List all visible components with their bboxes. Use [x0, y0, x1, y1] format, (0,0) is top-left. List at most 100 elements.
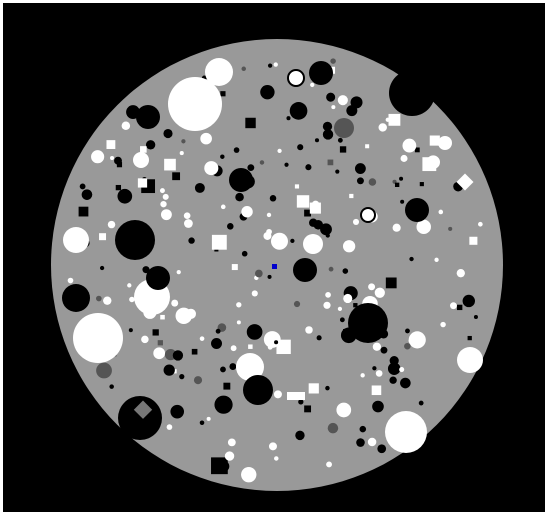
inclusion — [399, 176, 404, 181]
inclusion — [96, 362, 112, 379]
inclusion — [304, 405, 312, 413]
inclusion — [394, 182, 400, 187]
void — [326, 461, 332, 468]
inclusion — [245, 117, 256, 129]
inclusion — [172, 350, 184, 361]
inclusion — [227, 223, 234, 230]
inclusion — [368, 178, 377, 186]
void — [110, 156, 115, 161]
void — [153, 347, 166, 360]
void — [360, 373, 365, 378]
inclusion — [295, 430, 305, 441]
void — [469, 236, 478, 245]
void — [220, 204, 226, 210]
inclusion — [267, 274, 272, 279]
void — [365, 144, 370, 149]
void — [388, 113, 401, 126]
void — [367, 437, 377, 447]
void — [336, 402, 352, 418]
inclusion — [146, 266, 170, 290]
void — [375, 370, 383, 377]
inclusion — [353, 303, 358, 308]
void — [164, 158, 176, 171]
void — [241, 206, 253, 218]
void — [184, 219, 193, 228]
inclusion — [78, 206, 89, 217]
inclusion — [304, 209, 312, 217]
void — [273, 62, 278, 67]
void — [457, 347, 483, 373]
inclusion — [109, 384, 114, 389]
inclusion — [223, 382, 231, 390]
inclusion — [409, 256, 414, 262]
inclusion — [79, 183, 86, 190]
inclusion — [115, 184, 122, 191]
void — [309, 202, 321, 214]
inclusion — [116, 162, 123, 168]
inclusion — [405, 198, 429, 222]
void — [236, 302, 242, 308]
void — [205, 58, 233, 86]
void — [422, 157, 437, 172]
inclusion — [286, 116, 291, 121]
inclusion — [400, 199, 405, 204]
inclusion — [152, 329, 159, 336]
inclusion — [179, 374, 185, 380]
void — [129, 296, 135, 303]
inclusion — [387, 362, 401, 375]
inclusion — [328, 266, 334, 272]
inclusion — [354, 163, 366, 174]
inclusion — [136, 105, 160, 129]
void — [287, 69, 305, 87]
inclusion — [220, 366, 226, 373]
marker — [272, 264, 277, 269]
inclusion — [117, 188, 133, 204]
inclusion — [188, 237, 195, 244]
inclusion — [325, 385, 330, 391]
inclusion — [62, 284, 90, 312]
inclusion — [199, 420, 205, 426]
inclusion — [243, 375, 273, 405]
inclusion — [334, 118, 354, 138]
inclusion — [314, 138, 320, 143]
void — [368, 283, 376, 291]
void — [160, 201, 167, 208]
void — [303, 234, 323, 254]
void — [378, 123, 387, 132]
void — [236, 320, 241, 325]
inclusion — [335, 169, 340, 174]
void — [343, 293, 353, 304]
inclusion — [194, 182, 205, 193]
inclusion — [320, 223, 332, 236]
inclusion — [220, 154, 225, 159]
inclusion — [359, 425, 367, 433]
void — [166, 424, 173, 430]
void — [372, 342, 382, 351]
void — [140, 146, 147, 153]
inclusion — [229, 168, 253, 192]
inclusion — [309, 61, 333, 85]
void — [206, 416, 211, 421]
void — [438, 136, 452, 150]
inclusion — [322, 129, 334, 140]
void — [308, 383, 319, 394]
inclusion — [298, 399, 304, 405]
void — [204, 161, 219, 176]
void — [248, 344, 253, 349]
inclusion — [241, 66, 246, 72]
inclusion — [348, 303, 388, 343]
inclusion — [214, 395, 233, 414]
void — [408, 331, 426, 349]
inclusion — [467, 335, 472, 341]
inclusion — [241, 250, 248, 257]
inclusion — [211, 338, 222, 350]
void — [352, 218, 360, 225]
void — [294, 184, 300, 189]
inclusion — [215, 328, 221, 334]
inclusion — [414, 147, 420, 153]
inclusion — [293, 300, 301, 308]
inclusion — [142, 266, 150, 274]
features — [62, 58, 483, 483]
inclusion — [133, 400, 153, 419]
